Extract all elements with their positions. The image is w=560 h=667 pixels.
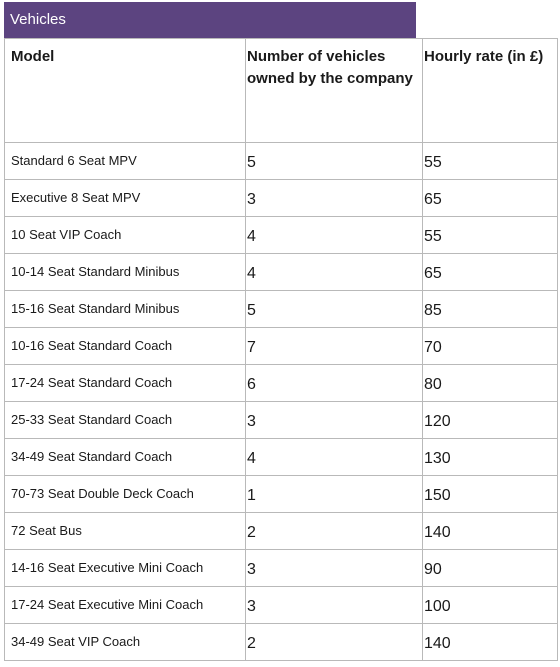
- cell-model: Executive 8 Seat MPV: [4, 179, 246, 217]
- table-row: 17-24 Seat Executive Mini Coach 3 100: [4, 586, 558, 624]
- cell-vehicles-owned: 3: [245, 586, 423, 624]
- cell-hourly-rate: 55: [422, 142, 558, 180]
- table-row: 34-49 Seat VIP Coach 2 140: [4, 623, 558, 661]
- cell-hourly-rate: 140: [422, 512, 558, 550]
- column-header-vehicles-owned: Number of vehicles owned by the company: [245, 38, 423, 143]
- cell-model: 17-24 Seat Standard Coach: [4, 364, 246, 402]
- table-row: Executive 8 Seat MPV 3 65: [4, 179, 558, 217]
- table-row: 17-24 Seat Standard Coach 6 80: [4, 364, 558, 402]
- cell-vehicles-owned: 2: [245, 512, 423, 550]
- table-row: Standard 6 Seat MPV 5 55: [4, 142, 558, 180]
- cell-model: 17-24 Seat Executive Mini Coach: [4, 586, 246, 624]
- table-row: 10-14 Seat Standard Minibus 4 65: [4, 253, 558, 291]
- table-row: 34-49 Seat Standard Coach 4 130: [4, 438, 558, 476]
- cell-model: Standard 6 Seat MPV: [4, 142, 246, 180]
- column-header-hourly-rate: Hourly rate (in £): [422, 38, 558, 143]
- table-row: 70-73 Seat Double Deck Coach 1 150: [4, 475, 558, 513]
- table-row: 15-16 Seat Standard Minibus 5 85: [4, 290, 558, 328]
- column-header-model: Model: [4, 38, 246, 143]
- cell-hourly-rate: 140: [422, 623, 558, 661]
- cell-model: 15-16 Seat Standard Minibus: [4, 290, 246, 328]
- table-title: Vehicles: [4, 2, 416, 38]
- cell-model: 34-49 Seat Standard Coach: [4, 438, 246, 476]
- cell-model: 34-49 Seat VIP Coach: [4, 623, 246, 661]
- cell-vehicles-owned: 5: [245, 290, 423, 328]
- cell-hourly-rate: 90: [422, 549, 558, 587]
- table-row: 14-16 Seat Executive Mini Coach 3 90: [4, 549, 558, 587]
- cell-vehicles-owned: 4: [245, 438, 423, 476]
- table-row: 10-16 Seat Standard Coach 7 70: [4, 327, 558, 365]
- cell-model: 70-73 Seat Double Deck Coach: [4, 475, 246, 513]
- cell-hourly-rate: 80: [422, 364, 558, 402]
- cell-hourly-rate: 70: [422, 327, 558, 365]
- cell-vehicles-owned: 2: [245, 623, 423, 661]
- table-row: 10 Seat VIP Coach 4 55: [4, 216, 558, 254]
- cell-vehicles-owned: 3: [245, 401, 423, 439]
- cell-hourly-rate: 65: [422, 179, 558, 217]
- cell-model: 10 Seat VIP Coach: [4, 216, 246, 254]
- cell-vehicles-owned: 3: [245, 549, 423, 587]
- cell-hourly-rate: 85: [422, 290, 558, 328]
- cell-vehicles-owned: 4: [245, 216, 423, 254]
- table-body: Standard 6 Seat MPV 5 55 Executive 8 Seat M…: [4, 142, 558, 661]
- cell-model: 25-33 Seat Standard Coach: [4, 401, 246, 439]
- cell-vehicles-owned: 4: [245, 253, 423, 291]
- cell-vehicles-owned: 6: [245, 364, 423, 402]
- table-row: 25-33 Seat Standard Coach 3 120: [4, 401, 558, 439]
- cell-model: 10-16 Seat Standard Coach: [4, 327, 246, 365]
- cell-vehicles-owned: 1: [245, 475, 423, 513]
- cell-vehicles-owned: 7: [245, 327, 423, 365]
- cell-model: 14-16 Seat Executive Mini Coach: [4, 549, 246, 587]
- cell-model: 10-14 Seat Standard Minibus: [4, 253, 246, 291]
- cell-model: 72 Seat Bus: [4, 512, 246, 550]
- cell-hourly-rate: 120: [422, 401, 558, 439]
- cell-hourly-rate: 65: [422, 253, 558, 291]
- cell-vehicles-owned: 3: [245, 179, 423, 217]
- vehicles-table: Model Number of vehicles owned by the co…: [4, 38, 558, 661]
- cell-hourly-rate: 55: [422, 216, 558, 254]
- cell-hourly-rate: 130: [422, 438, 558, 476]
- cell-hourly-rate: 150: [422, 475, 558, 513]
- cell-vehicles-owned: 5: [245, 142, 423, 180]
- cell-hourly-rate: 100: [422, 586, 558, 624]
- header-row: Model Number of vehicles owned by the co…: [4, 38, 558, 143]
- table-row: 72 Seat Bus 2 140: [4, 512, 558, 550]
